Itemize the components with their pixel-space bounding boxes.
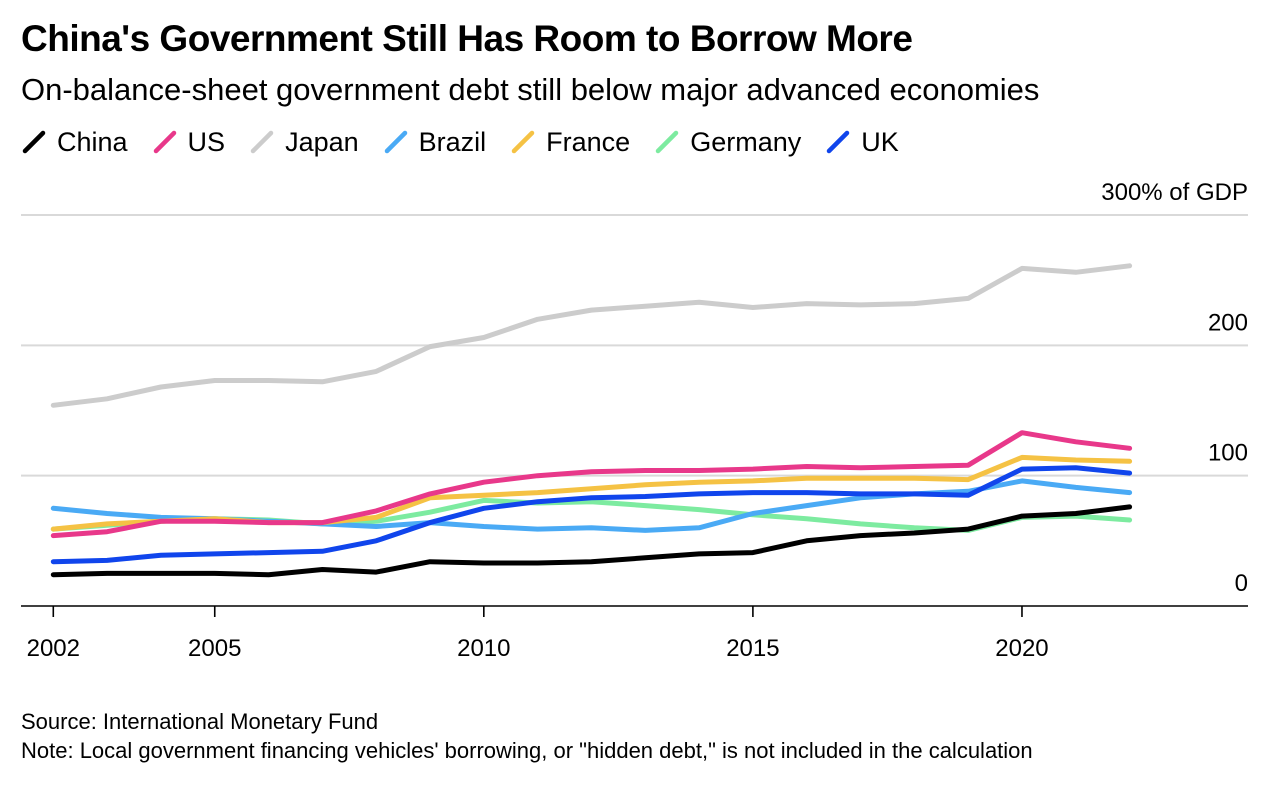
legend-swatch-germany bbox=[655, 130, 679, 154]
x-tick-label-2002: 2002 bbox=[27, 635, 80, 662]
legend-label-china: China bbox=[57, 126, 128, 157]
x-tick-label-2020: 2020 bbox=[995, 635, 1048, 662]
x-tick-label-2005: 2005 bbox=[188, 635, 241, 662]
legend-label-brazil: Brazil bbox=[418, 126, 487, 157]
legend-item-germany: Germany bbox=[654, 127, 801, 158]
y-tick-label-300: 300% of GDP bbox=[1101, 179, 1248, 206]
legend-item-china: China bbox=[21, 127, 128, 158]
legend-label-japan: Japan bbox=[285, 126, 359, 157]
x-tick-label-2015: 2015 bbox=[726, 635, 779, 662]
legend-swatch-brazil bbox=[384, 130, 407, 154]
chart-title: China's Government Still Has Room to Bor… bbox=[21, 18, 913, 59]
source-note: Source: International Monetary Fund bbox=[21, 709, 379, 734]
legend-label-us: US bbox=[187, 126, 226, 157]
legend-item-japan: Japan bbox=[249, 127, 359, 158]
y-tick-label-100: 100 bbox=[1208, 440, 1248, 467]
legend-swatch-china bbox=[22, 130, 46, 154]
series-line-us bbox=[50, 430, 1133, 539]
legend-item-france: France bbox=[510, 127, 630, 158]
legend-swatch-us bbox=[153, 130, 176, 154]
legend: China US Japan Brazil France Germany U bbox=[21, 124, 923, 160]
legend-label-uk: UK bbox=[861, 126, 899, 157]
series-line-japan bbox=[50, 263, 1133, 408]
footnote: Note: Local government financing vehicle… bbox=[21, 738, 1033, 763]
legend-swatch-japan bbox=[250, 130, 274, 154]
series-line-china bbox=[50, 504, 1133, 578]
x-tick-label-2010: 2010 bbox=[457, 635, 510, 662]
chart-subtitle: On-balance-sheet government debt still b… bbox=[21, 72, 1040, 107]
legend-item-brazil: Brazil bbox=[383, 126, 487, 158]
series-line-uk bbox=[50, 465, 1133, 565]
legend-item-uk: UK bbox=[825, 127, 899, 158]
legend-swatch-uk bbox=[827, 130, 850, 154]
legend-label-germany: Germany bbox=[690, 126, 802, 157]
legend-swatch-france bbox=[511, 130, 535, 154]
y-tick-label-0: 0 bbox=[1235, 570, 1248, 597]
legend-label-france: France bbox=[546, 126, 631, 157]
y-tick-label-200: 200 bbox=[1208, 309, 1248, 336]
legend-item-us: US bbox=[152, 126, 226, 158]
